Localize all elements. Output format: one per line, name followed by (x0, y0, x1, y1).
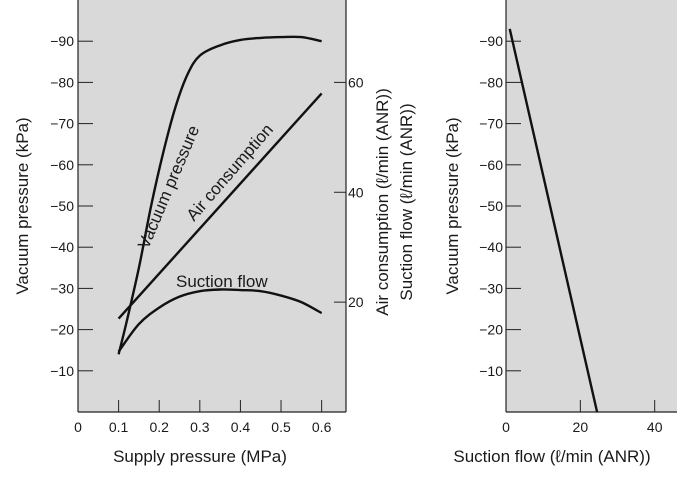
panel2-y-tick-label: −50 (479, 198, 503, 214)
left-y-ticks: −10 −20 −30 −40 −50 −60 −70 −80 −90 (50, 33, 93, 379)
panel2-y-tick-label: −60 (479, 157, 503, 173)
panel2-y-ticks: −10 −20 −30 −40 −50 −60 −70 −80 −90 (479, 33, 521, 379)
panel2-x-axis-label: Suction flow (ℓ/min (ANR)) (453, 447, 650, 466)
left-x-tick-label: 0.2 (149, 419, 169, 435)
left-y-tick-label: −40 (50, 239, 74, 255)
y2-axis-label-line1: Air consumption (ℓ/min (ANR)) (373, 88, 392, 315)
left-plot-area (78, 0, 346, 412)
suction-flow-curve-label: Suction flow (176, 272, 268, 291)
left-y-tick-label: −90 (50, 33, 74, 49)
left-y-tick-label: −60 (50, 157, 74, 173)
panel2-y-tick-label: −20 (479, 322, 503, 338)
left-y-axis-label: Vacuum pressure (kPa) (13, 117, 32, 294)
y2-ticks: 20 40 60 (334, 74, 364, 310)
panel2-x-tick-label: 0 (502, 419, 510, 435)
vacuum-pressure-curve (117, 35, 322, 355)
y2-tick-label: 60 (348, 74, 364, 90)
left-x-tick-label: 0.6 (312, 419, 332, 435)
panel2-y-tick-label: −10 (479, 363, 503, 379)
left-x-tick-label: 0.5 (271, 419, 291, 435)
panel2-y-tick-label: −80 (479, 74, 503, 90)
air-consumption-curve (117, 92, 323, 320)
y2-tick-label: 40 (348, 184, 364, 200)
left-x-ticks: 0 0.1 0.2 0.3 0.4 0.5 0.6 (74, 400, 332, 435)
panel2-x-tick-label: 20 (573, 419, 589, 435)
left-x-tick-label: 0.3 (190, 419, 210, 435)
left-y-tick-label: −50 (50, 198, 74, 214)
y2-axis-label-line2: Suction flow (ℓ/min (ANR)) (397, 103, 416, 300)
left-x-tick-label: 0.1 (109, 419, 129, 435)
left-y-tick-label: −30 (50, 280, 74, 296)
y2-tick-label: 20 (348, 294, 364, 310)
left-y-tick-label: −70 (50, 116, 74, 132)
panel2-x-tick-label: 40 (647, 419, 663, 435)
curves (117, 28, 599, 413)
left-x-tick-label: 0.4 (231, 419, 251, 435)
panel2-y-tick-label: −90 (479, 33, 503, 49)
left-y-tick-label: −20 (50, 322, 74, 338)
left-y-tick-label: −10 (50, 363, 74, 379)
vacuum-vs-flow-line (508, 28, 599, 413)
left-y-tick-label: −80 (50, 74, 74, 90)
panel2-y-tick-label: −30 (479, 280, 503, 296)
panel2-x-ticks: 0 20 40 (502, 400, 663, 435)
left-x-axis-label: Supply pressure (MPa) (113, 447, 287, 466)
panel2-y-tick-label: −40 (479, 239, 503, 255)
suction-flow-curve (117, 288, 323, 353)
left-x-tick-label: 0 (74, 419, 82, 435)
panel2-y-axis-label: Vacuum pressure (kPa) (443, 117, 462, 294)
right-plot-area (506, 0, 677, 412)
panel2-y-tick-label: −70 (479, 116, 503, 132)
